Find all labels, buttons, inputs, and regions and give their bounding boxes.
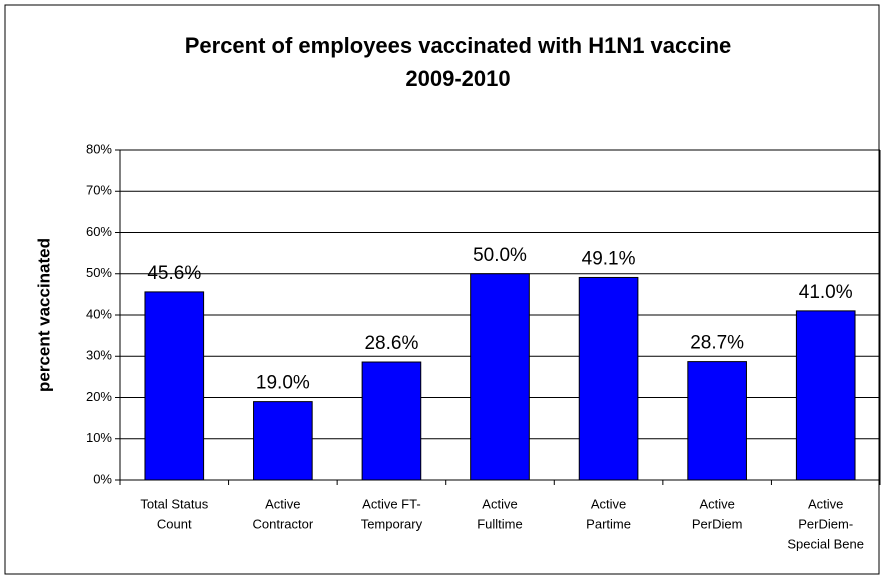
x-tick-label: Active bbox=[482, 496, 517, 511]
chart-title: 2009-2010 bbox=[405, 66, 510, 91]
x-tick-label: Count bbox=[157, 516, 192, 531]
x-tick-label: PerDiem- bbox=[798, 516, 853, 531]
bar bbox=[253, 401, 313, 481]
y-tick-label: 50% bbox=[86, 265, 112, 280]
value-label: 41.0% bbox=[799, 282, 853, 303]
value-label: 19.0% bbox=[256, 373, 310, 394]
bar bbox=[470, 273, 530, 481]
x-tick-label: Active bbox=[699, 496, 734, 511]
value-label: 50.0% bbox=[473, 245, 527, 266]
y-axis-label: percent vaccinated bbox=[34, 238, 53, 392]
value-label: 45.6% bbox=[147, 263, 201, 284]
x-tick-label: Special Bene bbox=[787, 536, 864, 551]
y-tick-label: 10% bbox=[86, 430, 112, 445]
value-label: 28.6% bbox=[364, 333, 418, 354]
x-tick-label: Contractor bbox=[253, 516, 314, 531]
y-tick-label: 70% bbox=[86, 183, 112, 198]
x-tick-label: PerDiem bbox=[692, 516, 743, 531]
x-tick-label: Active bbox=[808, 496, 843, 511]
x-tick-label: Active bbox=[265, 496, 300, 511]
y-tick-label: 0% bbox=[93, 471, 112, 486]
x-tick-label: Active FT- bbox=[362, 496, 421, 511]
bar bbox=[687, 361, 747, 481]
value-label: 49.1% bbox=[582, 248, 636, 269]
value-label: 28.7% bbox=[690, 333, 744, 354]
x-tick-label: Fulltime bbox=[477, 516, 523, 531]
y-tick-label: 40% bbox=[86, 306, 112, 321]
bar bbox=[144, 291, 205, 481]
x-tick-label: Total Status bbox=[140, 496, 208, 511]
y-tick-label: 80% bbox=[86, 141, 112, 156]
x-tick-label: Temporary bbox=[361, 516, 423, 531]
bar bbox=[361, 361, 422, 481]
y-tick-label: 20% bbox=[86, 389, 112, 404]
x-tick-label: Partime bbox=[586, 516, 631, 531]
y-tick-label: 30% bbox=[86, 348, 112, 363]
bar bbox=[795, 310, 856, 481]
chart-title: Percent of employees vaccinated with H1N… bbox=[185, 33, 732, 58]
y-tick-label: 60% bbox=[86, 224, 112, 239]
bar bbox=[578, 276, 639, 481]
x-tick-label: Active bbox=[591, 496, 626, 511]
